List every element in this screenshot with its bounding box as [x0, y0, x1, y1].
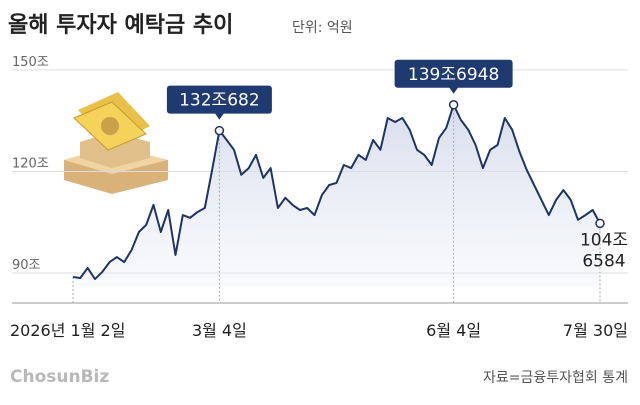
- highlight-point: [595, 218, 605, 229]
- y-tick-label: 120조: [12, 156, 49, 171]
- y-tick-label: 90조: [12, 258, 41, 273]
- value-label: 139조6948: [408, 65, 499, 85]
- callout-pointer: [448, 86, 459, 94]
- chart-title: 올해 투자자 예탁금 추이: [8, 13, 233, 38]
- x-tick-label: 6월 4일: [426, 321, 481, 340]
- value-label-line: 6584: [582, 251, 625, 271]
- value-label: 104조 6584: [580, 230, 628, 271]
- area: [73, 104, 600, 287]
- highlight-point: [214, 125, 225, 136]
- source: 자료=금융투자협회 통계: [483, 370, 628, 386]
- logo: ChosunBiz: [10, 367, 109, 387]
- line: [72, 103, 601, 281]
- chart-subtitle: 단위: 억원: [292, 20, 353, 36]
- value-label-line: 104조: [580, 230, 628, 250]
- money-icon: [64, 92, 168, 194]
- x-tick-label: 3월 4일: [192, 321, 247, 340]
- value-label: 132조682: [179, 91, 260, 111]
- callout-pointer: [214, 112, 225, 120]
- highlight-point: [448, 100, 459, 110]
- x-tick-label: 7월 30일: [563, 321, 628, 340]
- y-tick-label: 150조: [12, 55, 49, 70]
- x-tick-label: 2026년 1월 2일: [10, 321, 125, 340]
- callout-box: [394, 59, 513, 88]
- callout-box: [166, 85, 272, 114]
